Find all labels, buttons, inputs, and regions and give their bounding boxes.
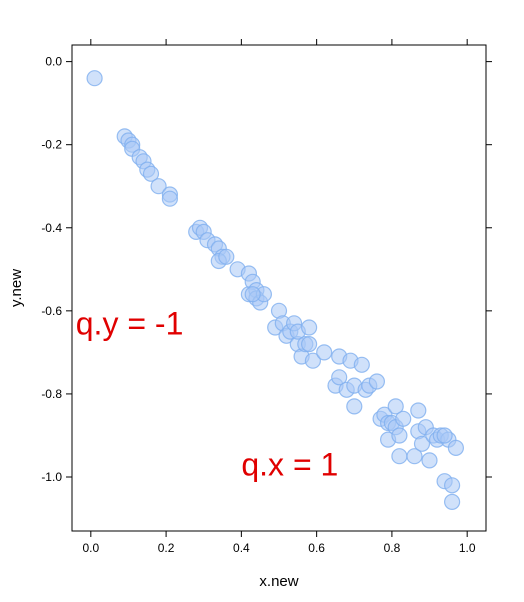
x-tick-label: 0.2 bbox=[158, 541, 175, 555]
data-point bbox=[142, 165, 160, 182]
data-point bbox=[395, 410, 412, 427]
y-tick-label: -0.8 bbox=[41, 387, 62, 401]
data-point bbox=[444, 477, 461, 494]
data-point bbox=[218, 248, 235, 265]
y-tick-label: -0.4 bbox=[41, 221, 62, 235]
plot-frame bbox=[71, 44, 487, 532]
x-axis-title: x.new bbox=[259, 573, 298, 590]
data-point bbox=[387, 398, 404, 415]
data-point bbox=[436, 427, 453, 444]
y-tick-label: -0.6 bbox=[41, 304, 62, 318]
data-point bbox=[391, 427, 408, 444]
annotations-layer: q.y = -1 q.x = 1 bbox=[76, 305, 339, 482]
x-tick-label: 0.8 bbox=[384, 541, 401, 555]
data-point bbox=[413, 435, 431, 452]
data-point bbox=[421, 452, 438, 469]
x-tick-label: 1.0 bbox=[459, 541, 476, 555]
points-layer bbox=[86, 70, 464, 510]
data-point bbox=[301, 336, 318, 353]
x-tick-label: 0.0 bbox=[82, 541, 99, 555]
data-point bbox=[161, 190, 178, 207]
y-tick-label: 0.0 bbox=[45, 55, 62, 69]
y-tick-label: -1.0 bbox=[41, 470, 62, 484]
data-point bbox=[346, 398, 363, 415]
data-point bbox=[316, 344, 333, 361]
data-point bbox=[353, 356, 370, 373]
x-tick-label: 0.6 bbox=[308, 541, 325, 555]
data-point bbox=[244, 286, 261, 303]
data-point bbox=[444, 493, 461, 510]
data-point bbox=[304, 352, 321, 369]
annotation-label: q.y = -1 bbox=[76, 305, 184, 341]
data-point bbox=[150, 178, 167, 195]
data-point bbox=[331, 369, 348, 386]
data-point bbox=[86, 70, 103, 87]
data-point bbox=[301, 319, 318, 336]
data-point bbox=[406, 448, 423, 465]
data-point bbox=[447, 439, 464, 456]
y-tick-label: -0.2 bbox=[41, 138, 62, 152]
data-point bbox=[410, 402, 427, 419]
x-tick-label: 0.4 bbox=[233, 541, 250, 555]
ticks-layer: 0.0 0.2 0.4 0.6 0.8 1.0 0.0 -0.2 -0.4 -0.6 -0.8 -1.… bbox=[41, 39, 492, 555]
annotation-label: q.x = 1 bbox=[241, 447, 338, 483]
y-axis-title: y.new bbox=[8, 269, 25, 307]
data-point bbox=[391, 448, 408, 465]
data-point bbox=[368, 373, 385, 390]
